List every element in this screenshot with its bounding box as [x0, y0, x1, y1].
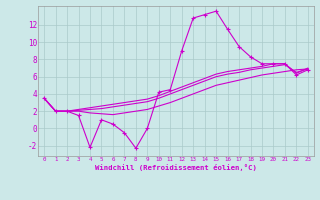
X-axis label: Windchill (Refroidissement éolien,°C): Windchill (Refroidissement éolien,°C) — [95, 164, 257, 171]
